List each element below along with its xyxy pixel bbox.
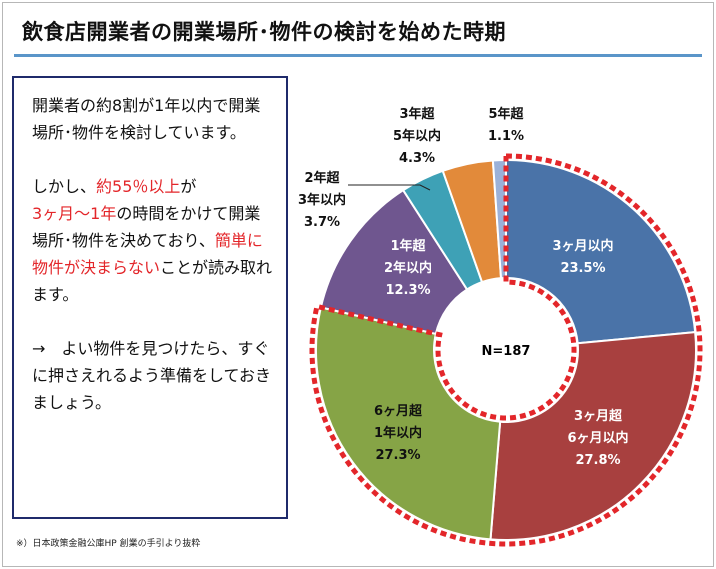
note-text: しかし、	[32, 177, 97, 196]
pie-slice	[505, 158, 697, 345]
slice-category-label: 2年超	[304, 170, 340, 186]
highlight-rings	[309, 153, 703, 547]
note-paragraph-3: → よい物件を見つけたら、すぐに押さえれるよう準備をしておきましょう。	[32, 339, 272, 412]
slice-percent-label: 23.5%	[560, 261, 605, 276]
note-paragraph-1: 開業者の約8割が1年以内で開業場所･物件を検討しています。	[32, 96, 261, 142]
slice-category-label: 1年超	[390, 238, 426, 254]
note-highlight: 簡単に物件が決まらない	[32, 231, 263, 277]
chart-labels: 3ヶ月以内 23.5% 3ヶ月超 6ヶ月以内 27.8% 6ヶ月超 1年以内 27.3% 1年超…	[298, 106, 629, 468]
slice-percent-label: 27.3%	[375, 448, 420, 463]
pie-slice	[489, 331, 697, 541]
note-highlight: 3ヶ月〜1年	[32, 204, 117, 223]
slice-category-label: 5年以内	[393, 128, 441, 144]
pie-slice	[319, 188, 469, 336]
slice-category-label: 6ヶ月以内	[567, 430, 628, 446]
center-label: N=187	[482, 344, 531, 359]
title-underline	[14, 54, 702, 57]
leader-line	[348, 184, 431, 191]
note-box: 開業者の約8割が1年以内で開業場所･物件を検討しています。 しかし、約55％以上…	[12, 76, 288, 519]
slice-category-label: 3ヶ月以内	[552, 238, 613, 254]
chart-slices	[315, 158, 697, 541]
slice-category-label: 3年超	[399, 106, 435, 122]
slice-category-label: 6ヶ月超	[374, 403, 423, 419]
note-text: が	[180, 177, 197, 196]
slice-category-label: 1年以内	[374, 425, 422, 441]
slice-category-label: 5年超	[488, 106, 524, 122]
note-paragraph-2: しかし、約55％以上が 3ヶ月〜1年の時間をかけて開業場所･物件を決めており、簡単…	[32, 173, 276, 308]
page-title: 飲食店開業者の開業場所･物件の検討を始めた時期	[22, 20, 506, 44]
slice-category-label: 3年以内	[298, 192, 346, 208]
note-text: の時間をかけて開業場所･物件を決めており、	[32, 204, 261, 250]
slice-percent-label: 27.8%	[575, 453, 620, 468]
note-text: ことが読み取れます。	[32, 258, 273, 304]
highlight-outline	[309, 153, 703, 547]
note-highlight: 約55％以上	[96, 177, 181, 196]
source-note: ※）日本政策金融公庫HP 創業の手引より抜粋	[16, 539, 201, 549]
slice-category-label: 3ヶ月超	[574, 408, 623, 424]
slice-percent-label: 3.7%	[304, 215, 340, 230]
slice-percent-label: 4.3%	[399, 151, 435, 166]
slice-category-label: 2年以内	[384, 260, 432, 276]
slice-percent-label: 12.3%	[385, 283, 430, 298]
slice-percent-label: 1.1%	[488, 129, 524, 144]
pie-slice	[315, 306, 502, 541]
